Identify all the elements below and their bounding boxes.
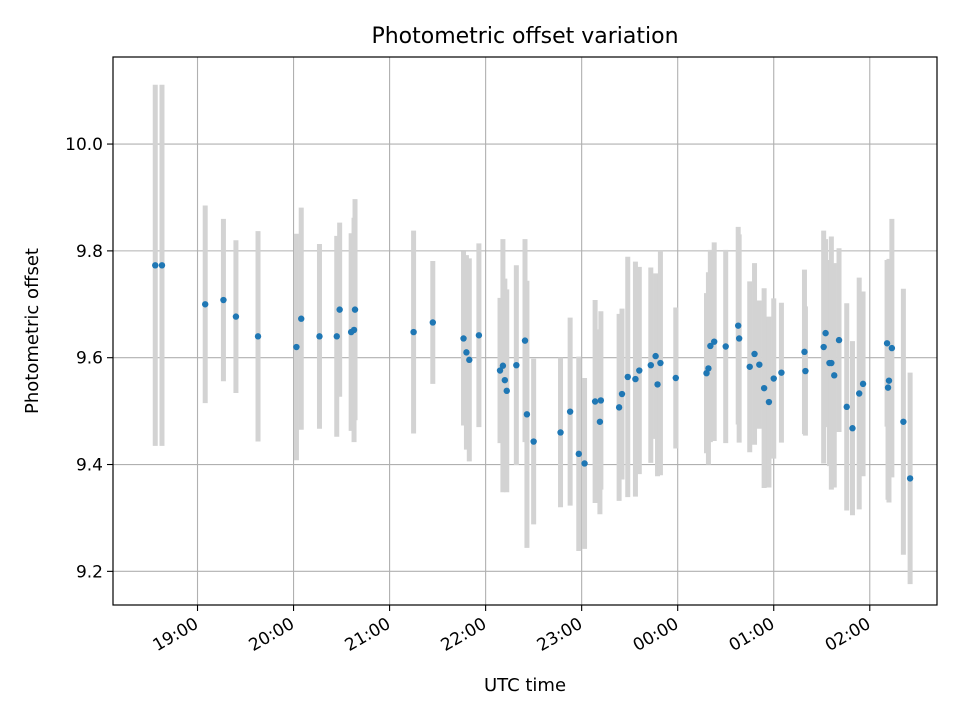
data-point bbox=[888, 344, 896, 352]
y-tick-label: 9.2 bbox=[76, 562, 103, 582]
data-point bbox=[883, 340, 891, 347]
data-point bbox=[351, 306, 359, 313]
data-point bbox=[822, 329, 829, 337]
data-point bbox=[220, 296, 227, 304]
y-tick-label: 9.6 bbox=[76, 349, 103, 369]
data-point bbox=[333, 333, 340, 340]
data-point bbox=[885, 377, 893, 384]
data-point bbox=[429, 319, 437, 326]
data-point bbox=[475, 332, 483, 339]
y-axis-label: Photometric offset bbox=[22, 248, 43, 414]
data-point bbox=[254, 333, 262, 340]
data-point bbox=[765, 398, 773, 406]
data-point bbox=[906, 475, 914, 482]
data-point bbox=[831, 372, 838, 379]
data-point bbox=[575, 450, 582, 458]
data-point bbox=[521, 337, 529, 344]
data-point bbox=[828, 359, 835, 367]
data-point bbox=[316, 333, 323, 340]
data-point bbox=[802, 367, 809, 375]
data-point bbox=[654, 381, 661, 388]
data-point bbox=[856, 390, 863, 397]
y-tick-label: 10.0 bbox=[65, 135, 103, 155]
data-point bbox=[523, 411, 531, 418]
data-point bbox=[652, 352, 659, 360]
data-point bbox=[232, 313, 240, 320]
y-axis-ticks: 9.2 9.4 9.6 9.8 10.0 bbox=[65, 135, 113, 582]
data-point bbox=[501, 376, 509, 384]
data-point bbox=[751, 350, 758, 358]
data-point bbox=[581, 460, 588, 467]
data-point bbox=[900, 418, 907, 425]
data-point bbox=[820, 343, 827, 351]
data-point bbox=[657, 359, 664, 367]
data-point bbox=[350, 326, 358, 334]
data-point bbox=[703, 369, 710, 377]
data-point bbox=[632, 375, 639, 383]
data-point bbox=[596, 418, 604, 425]
data-point bbox=[849, 425, 856, 432]
data-point bbox=[503, 387, 510, 395]
data-point bbox=[597, 397, 605, 404]
data-point bbox=[710, 338, 718, 345]
data-point bbox=[722, 343, 729, 350]
plot-frame bbox=[112, 56, 938, 606]
data-point bbox=[152, 262, 159, 269]
chart-title: Photometric offset variation bbox=[371, 24, 678, 49]
data-point bbox=[499, 362, 507, 369]
data-point bbox=[705, 365, 712, 372]
data-point bbox=[624, 373, 631, 381]
data-point bbox=[557, 429, 564, 436]
data-point bbox=[760, 384, 768, 392]
y-tick-label: 9.4 bbox=[76, 456, 103, 476]
data-point bbox=[496, 367, 504, 374]
data-point bbox=[293, 343, 300, 351]
data-points bbox=[152, 262, 914, 482]
x-axis-label: UTC time bbox=[484, 675, 566, 696]
data-point bbox=[735, 335, 743, 342]
data-point bbox=[615, 404, 623, 411]
y-tick-label: 9.8 bbox=[76, 242, 103, 262]
data-point bbox=[735, 322, 742, 329]
data-point bbox=[859, 380, 867, 388]
data-point bbox=[463, 349, 470, 356]
data-point bbox=[336, 306, 343, 313]
data-point bbox=[801, 348, 808, 356]
data-point bbox=[460, 335, 467, 342]
data-point bbox=[566, 408, 574, 415]
data-point bbox=[530, 438, 537, 445]
data-point bbox=[201, 301, 209, 308]
data-point bbox=[843, 403, 850, 411]
data-point bbox=[298, 315, 305, 322]
data-point bbox=[618, 390, 626, 398]
data-point bbox=[756, 361, 763, 368]
data-point bbox=[778, 369, 785, 376]
data-point bbox=[636, 367, 643, 374]
data-point bbox=[835, 336, 843, 344]
data-point bbox=[591, 398, 599, 405]
data-point bbox=[672, 374, 679, 382]
data-point bbox=[746, 363, 753, 370]
data-point bbox=[770, 375, 777, 382]
data-point bbox=[647, 361, 655, 369]
data-point bbox=[707, 342, 714, 350]
data-point bbox=[884, 384, 892, 391]
data-point bbox=[513, 361, 520, 369]
data-point bbox=[158, 262, 166, 269]
data-point bbox=[410, 328, 417, 336]
data-point bbox=[466, 356, 473, 364]
